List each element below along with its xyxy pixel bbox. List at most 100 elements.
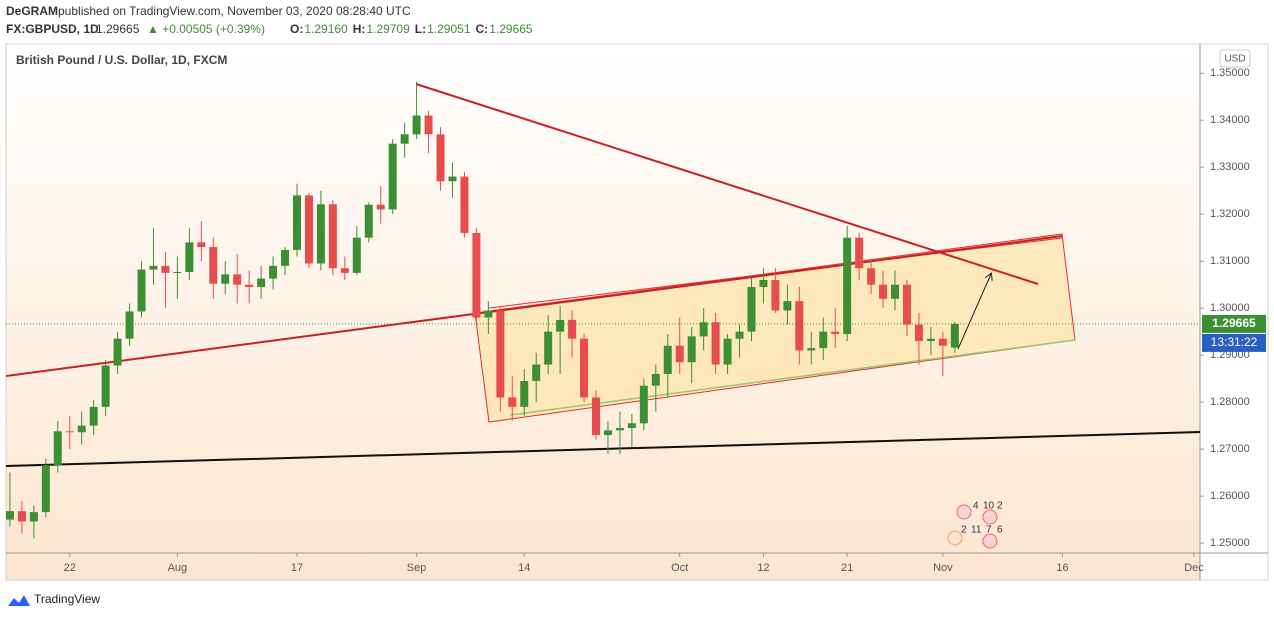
y-tick-label: 1.29000: [1210, 349, 1250, 361]
event-count: 4: [973, 501, 979, 512]
event-icon: [982, 533, 998, 549]
x-tick-label: 21: [841, 562, 853, 574]
event-icon: [956, 504, 972, 520]
candle-body: [568, 319, 577, 339]
candle-body: [304, 195, 313, 264]
y-tick-label: 1.25000: [1210, 537, 1250, 549]
candle-body: [412, 115, 421, 135]
candle-body: [137, 269, 146, 312]
candle-body: [185, 242, 194, 272]
candle-body: [17, 511, 26, 522]
footer-logo: [8, 595, 30, 606]
candle-body: [472, 232, 481, 318]
published: published on TradingView.com, November 0…: [58, 4, 411, 18]
channel-support: [509, 339, 1076, 416]
symbol: FX:GBPUSD, 1D: [6, 22, 99, 36]
candle-body: [651, 373, 660, 386]
candle-body: [819, 331, 828, 349]
x-tick-label: Nov: [933, 562, 953, 574]
event-icon: [982, 509, 998, 525]
x-tick-label: Oct: [671, 562, 688, 574]
candle-body: [41, 465, 50, 513]
candle-body: [292, 195, 301, 250]
event-count: 2: [961, 525, 967, 536]
candle-body: [388, 143, 397, 210]
event-count: 2: [997, 501, 1003, 512]
candle-body: [735, 331, 744, 339]
candle-body: [197, 242, 206, 248]
candle-body: [926, 338, 935, 342]
candle-body: [65, 431, 74, 433]
candle-body: [376, 204, 385, 210]
candle-body: [484, 310, 493, 318]
ohlc-label: H:: [353, 22, 366, 36]
candle-body: [508, 397, 517, 407]
candle-body: [233, 274, 242, 285]
candle-body: [879, 284, 888, 299]
y-tick-label: 1.30000: [1210, 302, 1250, 314]
candle-body: [460, 176, 469, 233]
candle-body: [364, 204, 373, 238]
candle-body: [173, 271, 182, 273]
candle-body: [938, 338, 947, 346]
candle-body: [496, 310, 505, 398]
ohlc: O: 1.29160 H: 1.29709 L: 1.29051 C: 1.29665: [290, 22, 533, 36]
countdown: 13:31:22: [1211, 335, 1258, 349]
candle-body: [795, 301, 804, 351]
x-tick-label: 17: [291, 562, 303, 574]
forecast-arrow: [957, 274, 991, 350]
candle-body: [316, 204, 325, 264]
ohlc-label: O:: [290, 22, 303, 36]
candle-body: [6, 511, 14, 520]
candle-body: [914, 324, 923, 342]
ohlc-value: 1.29051: [427, 22, 471, 36]
candle-body: [843, 237, 852, 335]
y-tick-label: 1.31000: [1210, 255, 1250, 267]
x-tick-label: 16: [1056, 562, 1068, 574]
resistance-line: [415, 83, 1039, 285]
candle-body: [340, 268, 349, 273]
candle-body: [627, 423, 636, 428]
candle-body: [328, 204, 337, 269]
y-tick-label: 1.35000: [1210, 67, 1250, 79]
y-tick-label: 1.32000: [1210, 208, 1250, 220]
candle-body: [281, 249, 290, 266]
y-tick-label: 1.34000: [1210, 114, 1250, 126]
candle-body: [245, 284, 254, 288]
candle-body: [257, 278, 266, 288]
candle-body: [101, 365, 110, 407]
drawings: [6, 83, 1200, 467]
support-line: [6, 431, 1200, 467]
candle-body: [902, 284, 911, 325]
candle-body: [424, 115, 433, 135]
candle-body: [771, 279, 780, 311]
ohlc-label: L:: [415, 22, 426, 36]
candle-body: [149, 265, 158, 270]
candle-body: [615, 427, 624, 431]
candle-body: [77, 425, 86, 433]
candle-body: [352, 237, 361, 273]
events: 4 10 2 2 11 7 6: [947, 501, 1003, 549]
candle-body: [603, 430, 612, 436]
change: ▲ +0.00505 (+0.39%): [147, 22, 265, 36]
logo-icon: [8, 595, 30, 606]
candle-body: [556, 319, 565, 332]
event-count: 7: [986, 525, 992, 536]
candle-body: [580, 338, 589, 398]
candle-body: [161, 265, 170, 273]
last-price-box: [1202, 314, 1266, 333]
event-icon: [947, 530, 963, 546]
candle-body: [687, 336, 696, 363]
candle-body: [807, 348, 816, 351]
candle-body: [592, 397, 601, 436]
candle-body: [448, 176, 457, 182]
candle-body: [831, 331, 840, 335]
x-tick-label: 14: [518, 562, 530, 574]
candle-body: [209, 247, 218, 284]
candle-body: [221, 274, 230, 284]
currency: USD: [1224, 54, 1245, 65]
x-tick-label: Dec: [1184, 562, 1204, 574]
author: DeGRAM: [6, 4, 58, 18]
currency-button[interactable]: [1219, 49, 1251, 68]
